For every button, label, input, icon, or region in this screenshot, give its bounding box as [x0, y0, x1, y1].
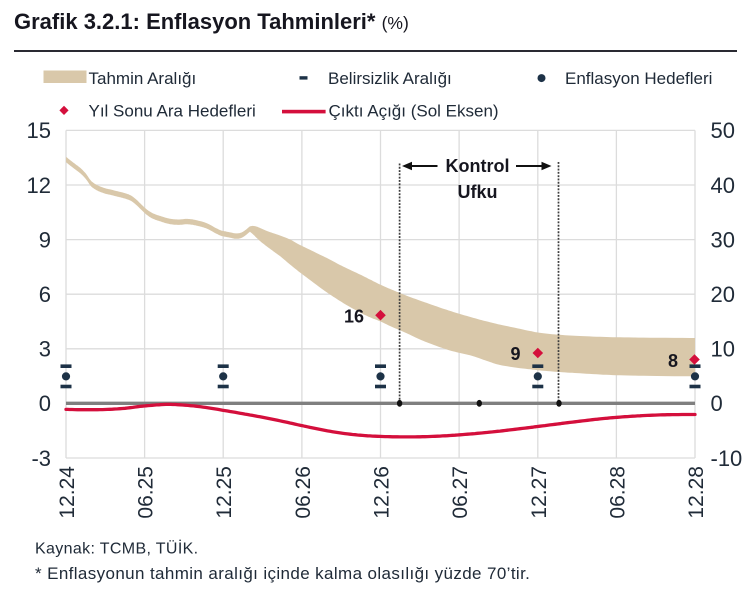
svg-text:6: 6	[39, 282, 51, 307]
svg-text:Tahmin Aralığı: Tahmin Aralığı	[89, 69, 197, 88]
svg-text:10: 10	[711, 337, 735, 362]
svg-text:0: 0	[39, 391, 51, 416]
svg-text:12.25: 12.25	[213, 466, 236, 519]
svg-text:8: 8	[668, 351, 678, 371]
svg-text:12.24: 12.24	[56, 466, 79, 519]
svg-text:12.26: 12.26	[371, 466, 394, 519]
svg-text:Kaynak: TCMB, TÜİK.: Kaynak: TCMB, TÜİK.	[35, 539, 198, 558]
svg-text:50: 50	[711, 118, 735, 143]
svg-text:16: 16	[344, 307, 364, 327]
svg-text:06.26: 06.26	[292, 466, 315, 519]
svg-text:9: 9	[39, 227, 51, 252]
svg-text:0: 0	[711, 391, 723, 416]
svg-text:06.27: 06.27	[449, 466, 472, 519]
svg-text:12.28: 12.28	[685, 466, 708, 519]
svg-text:30: 30	[711, 227, 735, 252]
svg-text:20: 20	[711, 282, 735, 307]
svg-text:9: 9	[510, 344, 520, 364]
svg-text:40: 40	[711, 173, 735, 198]
svg-text:Çıktı Açığı (Sol Eksen): Çıktı Açığı (Sol Eksen)	[329, 102, 499, 121]
svg-text:* Enflasyonun tahmin aralığı i: * Enflasyonun tahmin aralığı içinde kalm…	[35, 564, 530, 583]
svg-text:-3: -3	[31, 446, 51, 471]
svg-text:Ufku: Ufku	[458, 182, 498, 202]
svg-text:3: 3	[39, 337, 51, 362]
svg-text:Belirsizlik Aralığı: Belirsizlik Aralığı	[328, 69, 452, 88]
svg-text:Kontrol: Kontrol	[446, 156, 510, 176]
svg-text:12.27: 12.27	[528, 466, 551, 519]
svg-text:06.28: 06.28	[606, 466, 629, 519]
svg-text:Yıl Sonu Ara Hedefleri: Yıl Sonu Ara Hedefleri	[89, 102, 256, 121]
svg-text:Grafik 3.2.1: Enflasyon Tahmin: Grafik 3.2.1: Enflasyon Tahminleri* (%)	[14, 9, 409, 34]
svg-text:12: 12	[27, 173, 51, 198]
svg-text:15: 15	[27, 118, 51, 143]
svg-text:Enflasyon Hedefleri: Enflasyon Hedefleri	[565, 69, 712, 88]
svg-text:06.25: 06.25	[135, 466, 158, 519]
svg-text:-10: -10	[711, 446, 743, 471]
